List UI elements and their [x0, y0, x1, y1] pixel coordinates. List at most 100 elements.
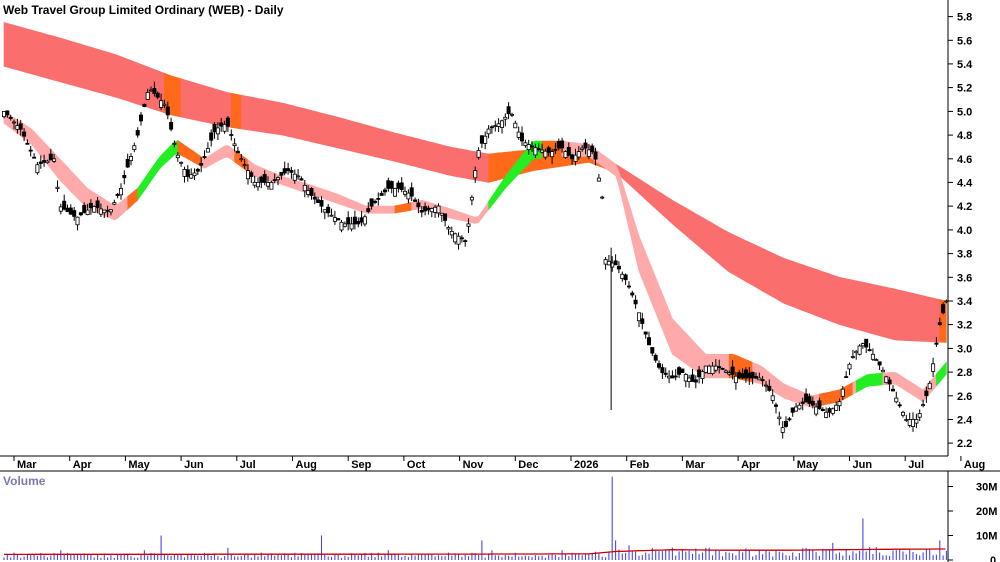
candle-body — [600, 196, 605, 199]
candle-body — [777, 416, 782, 420]
candle-body — [590, 145, 595, 153]
time-axis: Mar Apr May Jun Jul Aug Sep Oct Nov Dec 2026 Feb Mar… — [13, 456, 985, 471]
candle-body — [774, 404, 779, 407]
candle-body — [242, 164, 247, 167]
time-tick-label: May — [128, 459, 150, 471]
candle-body — [459, 237, 464, 240]
candle-body — [319, 200, 324, 207]
candle-body — [804, 393, 809, 403]
candle-body — [884, 376, 889, 383]
time-tick-label: Apr — [73, 459, 93, 471]
candle-body — [747, 372, 752, 379]
candle-body — [409, 187, 414, 197]
candle-body — [466, 223, 471, 227]
candle-body — [456, 235, 461, 245]
candle-body — [700, 371, 705, 379]
candle-body — [857, 345, 862, 355]
candle-body — [860, 343, 865, 347]
price-tick-label: 3.0 — [957, 343, 972, 355]
candle-body — [312, 196, 317, 200]
candle-body — [453, 233, 458, 243]
candle-body — [767, 385, 772, 391]
candle-body — [195, 168, 200, 172]
candle-body — [65, 207, 70, 213]
candle-body — [690, 374, 695, 382]
candle-body — [650, 347, 655, 354]
volume-tick-label: 0 — [990, 555, 996, 562]
candle-body — [75, 216, 80, 226]
candle-body — [376, 197, 381, 200]
candle-body — [647, 337, 652, 346]
candle-body — [296, 175, 301, 178]
candle-body — [673, 375, 678, 378]
candle-body — [25, 142, 30, 145]
candle-body — [289, 170, 294, 173]
candle-body — [265, 181, 270, 187]
time-tick-label: Jun — [853, 459, 873, 471]
candle-body — [199, 163, 204, 166]
candle-body — [840, 388, 845, 397]
candle-body — [743, 369, 748, 379]
candle-body — [530, 145, 535, 148]
candle-body — [396, 182, 401, 189]
candle-body — [580, 147, 585, 150]
candle-body — [546, 147, 551, 153]
volume-title: Volume — [3, 474, 46, 488]
candle-body — [737, 372, 742, 379]
candle-body — [185, 169, 190, 177]
candle-body — [800, 401, 805, 404]
candle-body — [760, 379, 765, 382]
candle-body — [92, 206, 97, 213]
candle-body — [620, 273, 625, 279]
candle-body — [165, 106, 170, 116]
price-tick-label: 3.6 — [957, 272, 972, 284]
candle-body — [142, 103, 147, 108]
time-tick-label: Mar — [17, 459, 37, 471]
candle-body — [603, 259, 608, 265]
candle-body — [463, 240, 468, 243]
candle-body — [616, 265, 621, 270]
candle-body — [182, 168, 187, 177]
candle-body — [810, 400, 815, 406]
candle-body — [108, 209, 113, 213]
candle-body — [386, 180, 391, 189]
candle-body — [540, 149, 545, 153]
candle-body — [814, 406, 819, 415]
candle-body — [322, 209, 327, 213]
candle-body — [730, 366, 735, 375]
candle-body — [784, 420, 789, 427]
candle-body — [509, 113, 514, 116]
candle-body — [68, 207, 73, 215]
candle-body — [687, 377, 692, 382]
candle-body — [18, 123, 23, 130]
candle-body — [506, 106, 511, 115]
price-tick-label: 5.0 — [957, 106, 972, 118]
candle-body — [132, 145, 137, 150]
candle-body — [436, 205, 441, 214]
time-tick-label: Jul — [240, 459, 256, 471]
candle-body — [179, 161, 184, 164]
candle-body — [570, 154, 575, 160]
time-tick-label: Oct — [407, 459, 426, 471]
candle-body — [95, 200, 100, 209]
candle-body — [937, 322, 942, 326]
candle-body — [55, 186, 60, 189]
candle-body — [720, 367, 725, 370]
price-tick-label: 5.4 — [957, 59, 973, 71]
candle-body — [362, 216, 367, 225]
candle-body — [152, 88, 157, 94]
candle-body — [596, 177, 601, 182]
candle-body — [259, 176, 264, 183]
candle-body — [526, 144, 531, 150]
candle-body — [834, 404, 839, 411]
candle-body — [633, 299, 638, 305]
candle-body — [790, 407, 795, 413]
price-tick-label: 4.4 — [957, 177, 973, 189]
candle-body — [717, 366, 722, 369]
candle-body — [235, 150, 240, 154]
candle-body — [302, 184, 307, 192]
time-tick-label: Apr — [741, 459, 761, 471]
candle-body — [138, 114, 143, 122]
candle-body — [88, 202, 93, 209]
candle-body — [392, 187, 397, 197]
